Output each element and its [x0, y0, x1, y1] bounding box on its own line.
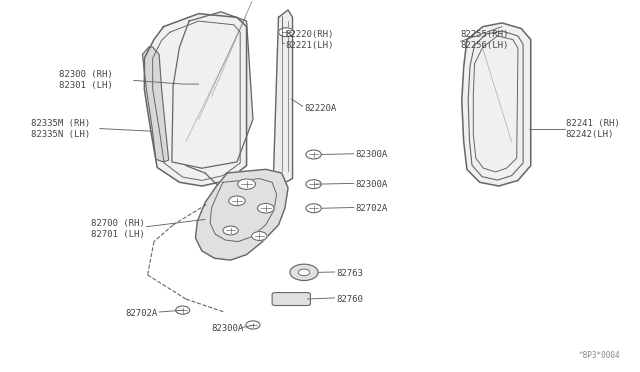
Polygon shape [145, 14, 246, 186]
Text: 82702A: 82702A [355, 204, 387, 213]
Circle shape [246, 321, 260, 329]
Circle shape [306, 204, 321, 213]
Circle shape [257, 203, 274, 213]
Text: 82300A: 82300A [355, 180, 387, 189]
Circle shape [175, 306, 189, 314]
Circle shape [228, 196, 245, 206]
Circle shape [278, 28, 294, 37]
Text: 82300A: 82300A [211, 324, 243, 333]
Text: 82241 (RH)
82242(LH): 82241 (RH) 82242(LH) [566, 119, 620, 139]
Polygon shape [462, 23, 531, 186]
Circle shape [290, 264, 318, 280]
Circle shape [306, 150, 321, 159]
Text: 82763: 82763 [336, 269, 363, 278]
Polygon shape [195, 169, 288, 260]
Text: 82220(RH)
82221(LH): 82220(RH) 82221(LH) [285, 29, 333, 49]
Text: 82700 (RH)
82701 (LH): 82700 (RH) 82701 (LH) [91, 219, 145, 239]
Text: 82300 (RH)
82301 (LH): 82300 (RH) 82301 (LH) [59, 70, 113, 90]
Circle shape [298, 269, 310, 276]
Text: 82220A: 82220A [304, 104, 336, 113]
Text: 82255(RH)
82256(LH): 82255(RH) 82256(LH) [461, 29, 509, 49]
Polygon shape [143, 47, 169, 162]
Circle shape [223, 226, 238, 235]
Polygon shape [473, 36, 518, 172]
Circle shape [252, 232, 267, 240]
Circle shape [237, 179, 255, 189]
Circle shape [306, 180, 321, 189]
Text: ^8P3*0004: ^8P3*0004 [579, 351, 620, 360]
Polygon shape [273, 10, 292, 186]
Text: 82760: 82760 [336, 295, 363, 304]
Text: 82335M (RH)
82335N (LH): 82335M (RH) 82335N (LH) [31, 119, 90, 139]
Polygon shape [172, 12, 253, 168]
Text: 82300A: 82300A [355, 150, 387, 159]
Text: 82702A: 82702A [125, 310, 157, 318]
FancyBboxPatch shape [272, 292, 310, 305]
